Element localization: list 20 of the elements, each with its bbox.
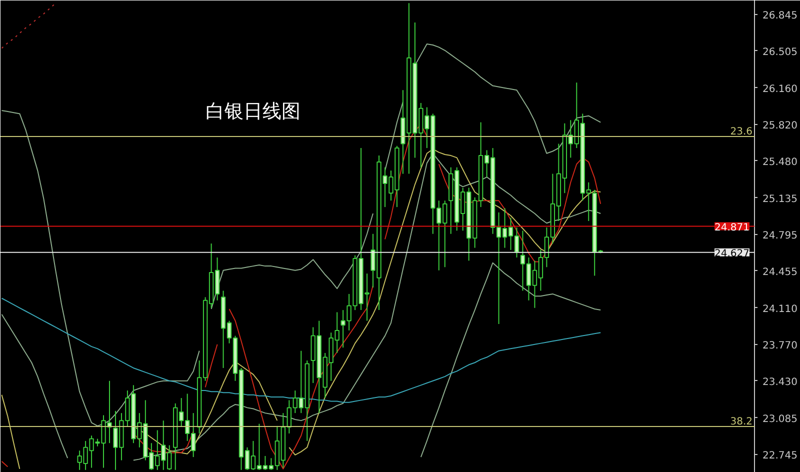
- y-tick-label: 23.085: [762, 414, 798, 425]
- y-tick-label: 23.430: [762, 376, 798, 388]
- annotation: 38.2: [730, 416, 752, 428]
- annotation: 23.6: [730, 126, 752, 138]
- y-tick-label: 23.770: [762, 340, 798, 352]
- line-series: [1, 2, 56, 49]
- ref-line-label: 24.627: [714, 248, 750, 260]
- y-tick-label: 25.820: [762, 120, 798, 132]
- y-tick-label: 25.480: [762, 156, 798, 168]
- y-tick-label: 25.135: [762, 194, 798, 205]
- y-tick-label: 22.745: [762, 450, 798, 462]
- y-tick-label: 26.505: [762, 46, 798, 58]
- line-series: [420, 262, 602, 458]
- y-tick-label: 24.455: [762, 266, 798, 278]
- text: 白银日线图: [206, 100, 300, 122]
- ref-line-label: 24.871: [714, 222, 750, 234]
- y-tick-label: 24.795: [762, 230, 798, 242]
- y-tick-label: 26.160: [762, 84, 798, 95]
- y-tick-label: 26.845: [762, 10, 798, 22]
- y-tick-label: 24.110: [762, 304, 798, 315]
